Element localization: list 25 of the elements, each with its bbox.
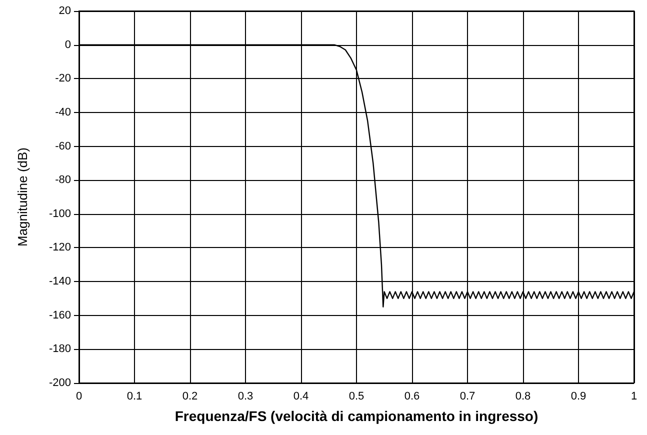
y-tick-label: -60 [55, 140, 71, 152]
y-tick-label: -80 [55, 174, 71, 186]
y-tick-label: -200 [48, 377, 71, 389]
x-tick-label: 0.5 [348, 390, 364, 402]
x-tick-label: 0.7 [460, 390, 476, 402]
x-tick-label: 0.1 [126, 390, 142, 402]
y-tick-label: -40 [55, 106, 71, 118]
x-tick-label: 1 [630, 390, 638, 402]
y-axis-title: Magnitudine (dB) [15, 148, 30, 246]
y-tick-label: -160 [48, 309, 71, 322]
x-tick-label: 0.3 [238, 390, 254, 402]
x-axis-title: Frequenza/FS (velocità di campionamento in ingresso) [174, 408, 538, 424]
x-tick-label: 0.2 [182, 390, 198, 402]
y-tick-label: -140 [48, 276, 71, 288]
y-tick-label: 0 [64, 38, 71, 51]
x-tick-label: 0.6 [404, 390, 420, 402]
y-tick-label: -100 [48, 208, 71, 220]
x-tick-label: 0.8 [515, 390, 531, 402]
y-tick-label: -20 [55, 72, 71, 85]
x-tick-label: 0 [76, 390, 82, 402]
x-tick-label: 0.9 [570, 390, 586, 402]
x-tick-label: 0.4 [293, 390, 309, 402]
y-tick-label: -120 [48, 242, 71, 254]
y-tick-label: -180 [48, 343, 71, 356]
y-tick-label: 20 [58, 5, 71, 17]
